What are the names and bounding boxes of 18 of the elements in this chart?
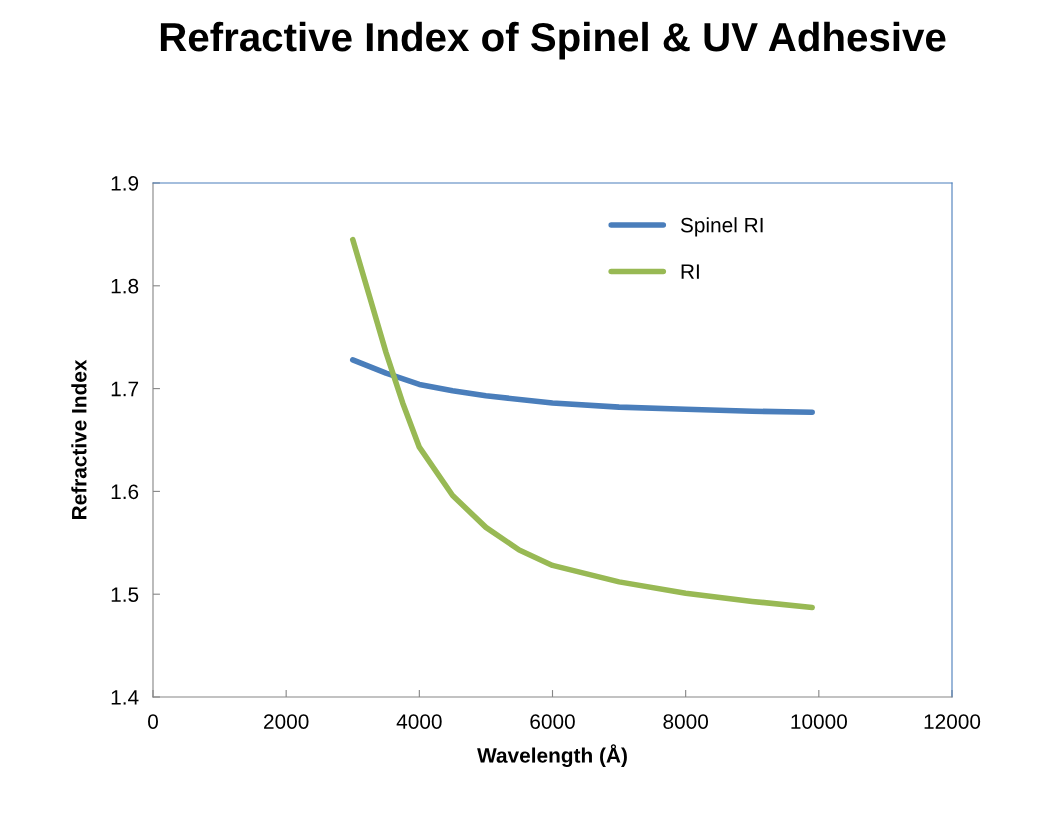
y-tick-label: 1.5 — [111, 587, 139, 602]
x-tick-label: 4000 — [396, 714, 442, 729]
x-tick-label: 2000 — [264, 714, 309, 729]
x-tick-label: 6000 — [530, 714, 575, 729]
x-tick-label: 10000 — [791, 714, 847, 729]
y-axis-title: Refractive Index — [71, 359, 87, 520]
legend-label: RI — [681, 264, 699, 279]
legend-label: Spinel RI — [680, 217, 763, 237]
x-axis-title: Wavelength (Å) — [477, 744, 627, 767]
y-tick-label: 1.7 — [111, 381, 139, 397]
x-tick-label: 8000 — [663, 714, 709, 729]
y-tick-label: 1.9 — [111, 176, 139, 191]
y-tick-label: 1.8 — [111, 278, 139, 294]
y-tick-label: 1.4 — [111, 690, 139, 705]
x-tick-label: 0 — [148, 714, 158, 729]
y-tick-label: 1.6 — [111, 484, 139, 500]
chart-title: Refractive Index of Spinel & UV Adhesive — [160, 21, 946, 60]
x-tick-label: 12000 — [924, 714, 981, 729]
